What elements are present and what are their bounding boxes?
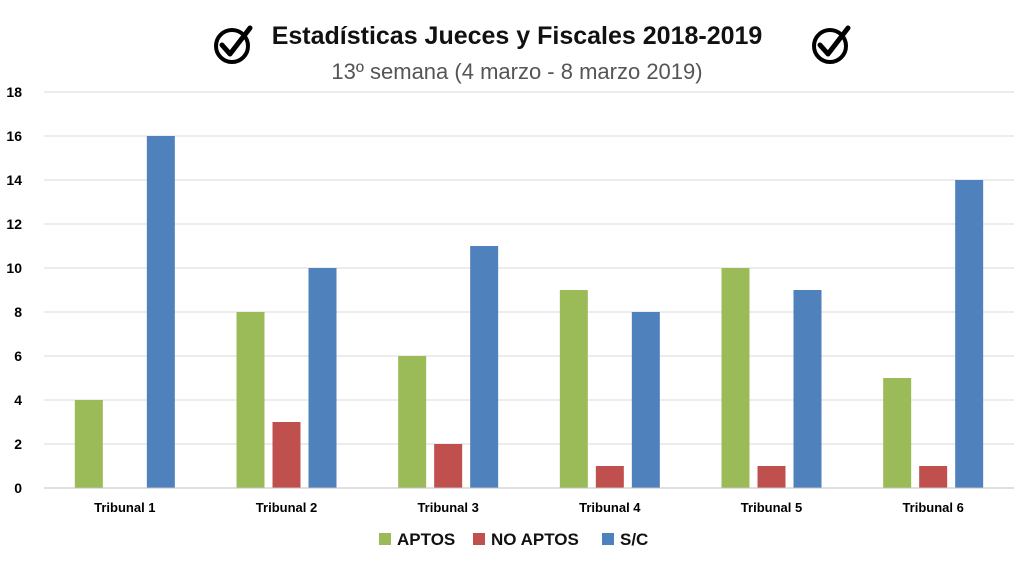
bar-s-c-6 [955, 180, 984, 488]
y-tick-label: 8 [14, 304, 22, 320]
legend-label: S/C [620, 530, 648, 549]
y-axis-ticks: 0 2 4 6 8 10 12 14 16 18 [6, 84, 22, 496]
legend: APTOS NO APTOS S/C [379, 530, 648, 549]
bar-s-c-2 [308, 268, 337, 488]
bar-no-aptos-4 [595, 466, 624, 488]
y-tick-label: 0 [14, 480, 22, 496]
y-tick-label: 12 [6, 216, 22, 232]
x-tick-label: Tribunal 5 [741, 500, 802, 515]
legend-label: NO APTOS [491, 530, 579, 549]
legend-swatch [379, 533, 391, 545]
legend-swatch [602, 533, 614, 545]
chart-title: Estadísticas Jueces y Fiscales 2018-2019 [272, 22, 763, 50]
x-tick-label: Tribunal 2 [256, 500, 317, 515]
y-tick-label: 18 [6, 84, 22, 100]
bar-aptos-5 [721, 268, 750, 488]
y-tick-label: 10 [6, 260, 22, 276]
bar-s-c-3 [470, 246, 499, 488]
y-tick-label: 14 [6, 172, 22, 188]
x-axis-ticks: Tribunal 1 Tribunal 2 Tribunal 3 Tribunal 4… [94, 500, 964, 515]
y-tick-label: 6 [14, 348, 22, 364]
bar-aptos-2 [236, 312, 265, 488]
x-tick-label: Tribunal 6 [902, 500, 963, 515]
x-tick-label: Tribunal 3 [417, 500, 478, 515]
y-tick-label: 2 [14, 436, 22, 452]
bar-aptos-4 [559, 290, 588, 488]
left-title-icon [214, 25, 253, 64]
bar-s-c-1 [146, 136, 175, 488]
y-tick-label: 4 [14, 392, 22, 408]
bar-s-c-4 [631, 312, 660, 488]
legend-swatch [473, 533, 485, 545]
gridlines [44, 91, 1014, 445]
chart-subtitle: 13º semana (4 marzo - 8 marzo 2019) [331, 59, 702, 84]
bars [74, 136, 984, 488]
right-title-icon [812, 25, 851, 64]
bar-no-aptos-6 [919, 466, 948, 488]
bar-no-aptos-5 [757, 466, 786, 488]
x-tick-label: Tribunal 1 [94, 500, 155, 515]
bar-aptos-3 [398, 356, 427, 488]
legend-label: APTOS [397, 530, 455, 549]
y-tick-label: 16 [6, 128, 22, 144]
x-tick-label: Tribunal 4 [579, 500, 641, 515]
bar-no-aptos-2 [272, 422, 301, 488]
bar-aptos-6 [883, 378, 912, 488]
bar-aptos-1 [74, 400, 103, 488]
bar-no-aptos-3 [434, 444, 463, 488]
bar-s-c-5 [793, 290, 822, 488]
